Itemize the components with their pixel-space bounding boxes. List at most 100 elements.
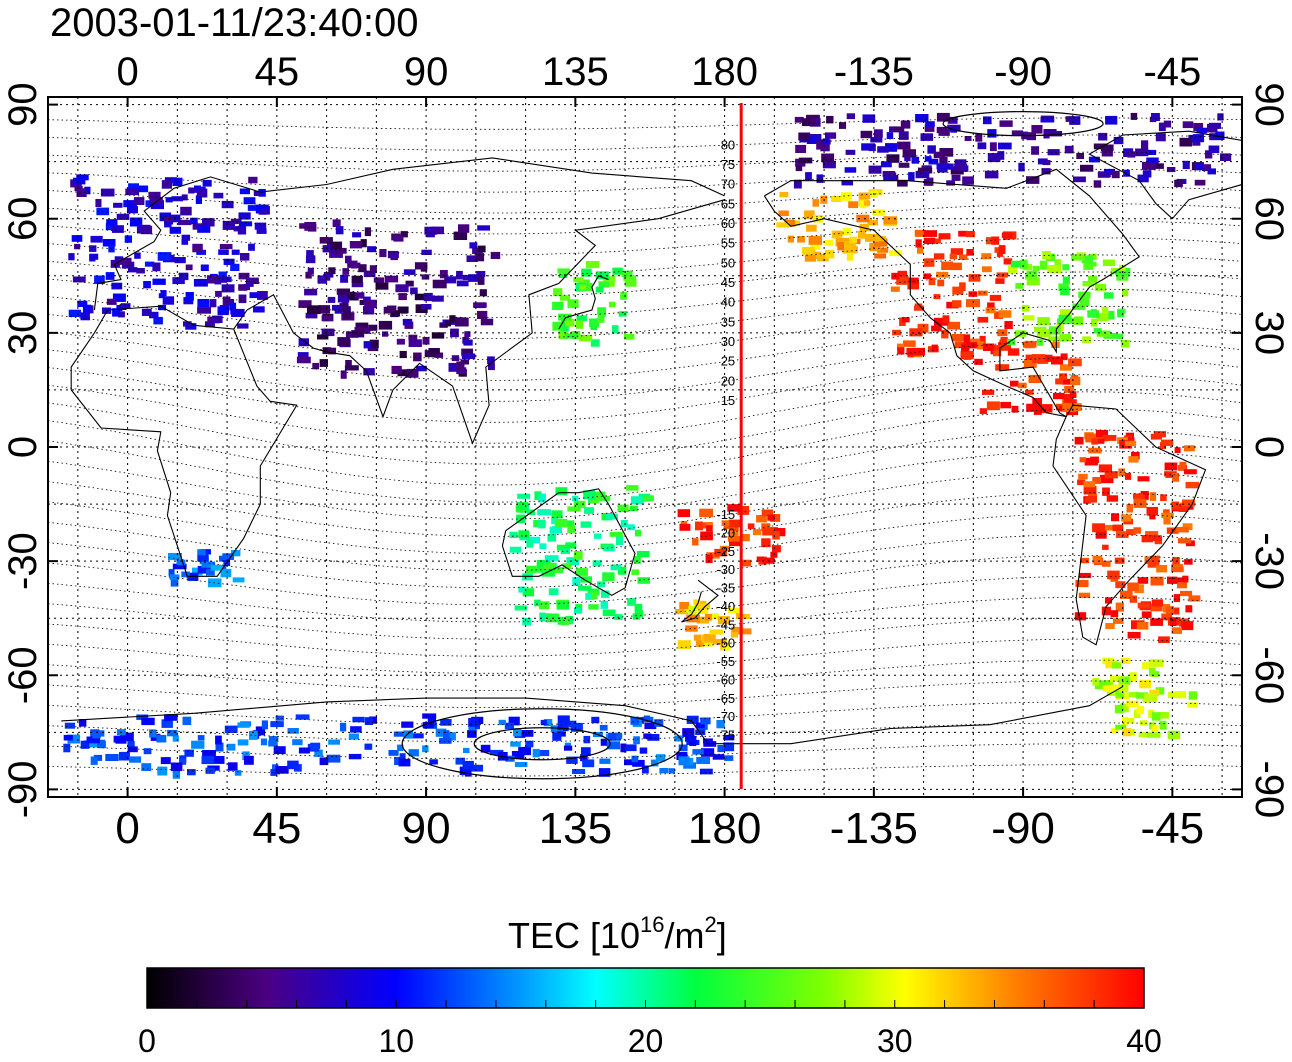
- tec-cell: [296, 356, 311, 364]
- tec-cell: [246, 281, 254, 287]
- tec-cell: [172, 277, 185, 285]
- tec-cell: [740, 559, 752, 567]
- tec-cell: [761, 538, 771, 548]
- tec-cell: [426, 230, 435, 238]
- tec-cell: [167, 729, 178, 737]
- tec-cell: [1176, 526, 1189, 533]
- tec-cell: [458, 224, 470, 233]
- tec-cell: [650, 759, 659, 767]
- tec-cell: [915, 239, 922, 248]
- tec-cell: [1059, 334, 1072, 342]
- tec-cell: [1133, 498, 1147, 508]
- tec-cell: [238, 272, 250, 280]
- tec-cell: [643, 733, 652, 739]
- tec-cell: [1028, 374, 1042, 383]
- tec-cell: [368, 324, 378, 331]
- tec-cell: [1032, 265, 1040, 272]
- tec-cell: [1000, 337, 1008, 344]
- tec-cell: [68, 309, 82, 317]
- tec-cell: [567, 506, 581, 512]
- tec-cell: [473, 302, 487, 308]
- tec-cell: [504, 722, 514, 730]
- tec-cell: [396, 338, 405, 345]
- tec-cell: [627, 598, 636, 606]
- tec-cell: [169, 226, 181, 234]
- magnetic-latitude-label: 30: [721, 334, 735, 349]
- tec-cell: [643, 715, 651, 722]
- tec-cell: [363, 341, 371, 349]
- tec-cell: [221, 284, 235, 293]
- magnetic-latitude-label: 25: [721, 354, 735, 369]
- tec-cell: [817, 254, 829, 262]
- tec-cell: [873, 129, 883, 138]
- tec-cell: [696, 603, 711, 610]
- tec-cell: [149, 311, 159, 319]
- tec-cell: [1100, 474, 1114, 484]
- tec-cell: [337, 293, 350, 303]
- tec-cell: [677, 640, 692, 650]
- tec-cell: [398, 293, 407, 301]
- tec-cell: [539, 543, 547, 549]
- tec-cell: [631, 755, 639, 763]
- tec-cell: [191, 740, 205, 749]
- tec-cell: [600, 738, 608, 746]
- tec-cell: [620, 520, 628, 528]
- tec-cell: [442, 730, 450, 739]
- tec-cell: [511, 751, 525, 759]
- tec-cell: [261, 720, 268, 730]
- tec-cell: [1063, 393, 1073, 403]
- colorbar-title-close: ]: [717, 915, 727, 956]
- tec-cell: [400, 231, 408, 238]
- tec-cell: [978, 290, 988, 296]
- tec-cell: [900, 120, 911, 129]
- tec-cell: [596, 495, 611, 501]
- tec-cell: [630, 716, 640, 725]
- colorbar-title: TEC [1016/m2]: [508, 912, 727, 956]
- tec-cell: [1155, 163, 1164, 169]
- magnetic-latitude-label: 35: [721, 314, 735, 329]
- right-lat-label: 0: [1247, 436, 1291, 458]
- tec-cell: [825, 132, 837, 139]
- tec-cell: [585, 261, 600, 268]
- tec-cell: [609, 531, 623, 537]
- left-lat-label: 90: [1, 82, 45, 127]
- tec-cell: [1093, 328, 1102, 334]
- tec-cell: [602, 276, 616, 282]
- tec-cell: [1019, 260, 1028, 269]
- magnetic-latitude-contour: [48, 117, 1242, 130]
- tec-cell: [1124, 440, 1137, 446]
- tec-cell: [332, 219, 341, 227]
- tec-cell: [143, 748, 152, 755]
- tec-cell: [1119, 703, 1129, 713]
- tec-cell: [1184, 559, 1193, 565]
- tec-cell: [84, 186, 91, 195]
- tec-cell: [141, 763, 152, 771]
- tec-cell: [999, 120, 1013, 127]
- magnetic-latitude-contour: [48, 151, 1242, 172]
- tec-cell: [1073, 176, 1086, 183]
- tec-cell: [996, 272, 1008, 278]
- tec-cell: [617, 504, 629, 513]
- tec-cell: [248, 243, 255, 251]
- tec-cell: [256, 205, 266, 212]
- tec-cell: [689, 738, 697, 746]
- tec-cell: [598, 281, 609, 288]
- tec-cell: [312, 362, 319, 370]
- tec-cell: [421, 274, 430, 280]
- tec-cell: [694, 600, 707, 607]
- tec-cell: [127, 740, 135, 747]
- tec-cell: [1123, 169, 1130, 177]
- tec-cell: [522, 588, 535, 597]
- tec-cell: [890, 286, 900, 292]
- tec-cell: [1090, 456, 1099, 464]
- tec-cell: [966, 249, 974, 256]
- tec-cell: [74, 243, 81, 250]
- tec-cell: [161, 180, 172, 189]
- tec-cell: [245, 277, 259, 284]
- tec-cell: [954, 341, 963, 349]
- tec-cell: [393, 235, 404, 242]
- tec-cell: [699, 508, 714, 518]
- tec-cell: [1072, 303, 1086, 310]
- tec-cell: [136, 268, 145, 274]
- tec-cell: [1119, 684, 1129, 693]
